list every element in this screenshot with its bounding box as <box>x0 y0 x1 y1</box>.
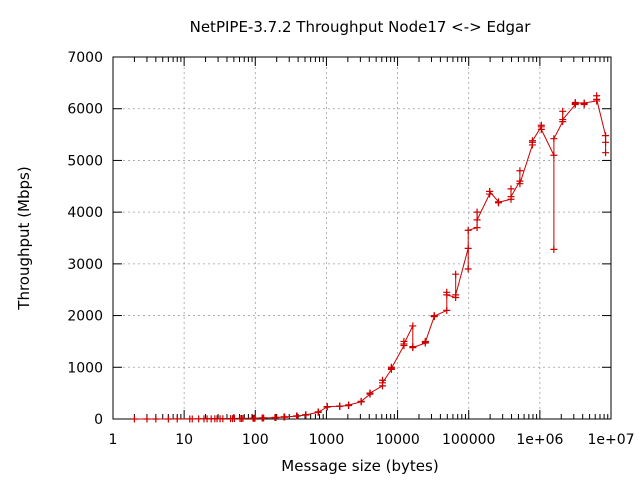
y-tick-label: 1000 <box>67 360 103 376</box>
data-point-marker <box>336 402 344 410</box>
data-point-marker <box>260 414 268 422</box>
data-point-marker <box>173 415 181 423</box>
data-point-marker <box>357 397 365 405</box>
data-point-marker <box>409 322 417 330</box>
data-point-marker <box>323 403 331 411</box>
data-point-marker <box>143 415 151 423</box>
data-point-marker <box>272 414 280 421</box>
data-point-marker <box>152 415 160 423</box>
data-point-marker <box>366 389 374 397</box>
data-point-marker <box>464 244 472 252</box>
data-point-marker <box>387 364 395 372</box>
x-tick-label: 1e+06 <box>516 432 563 448</box>
x-axis-tick-labels: 1 10 100 1000 10000 100000 1e+06 1e+07 <box>109 432 635 448</box>
chart-title: NetPIPE-3.7.2 Throughput Node17 <-> Edga… <box>190 18 532 36</box>
y-tick-label: 5000 <box>67 153 103 169</box>
data-point-marker <box>281 413 289 421</box>
data-point-marker <box>400 340 408 348</box>
data-point-marker <box>602 149 610 157</box>
data-point-marker <box>571 99 579 107</box>
axis-ticks <box>112 56 612 420</box>
data-point-marker <box>550 245 558 253</box>
data-point-marker <box>345 401 353 409</box>
series-throughput <box>130 92 610 423</box>
data-point-marker <box>251 414 259 422</box>
data-point-marker <box>452 270 460 278</box>
plot-area-border <box>112 56 612 420</box>
y-axis-tick-labels: 0 1000 2000 3000 4000 5000 6000 7000 <box>67 50 103 428</box>
data-point-marker <box>219 415 227 423</box>
data-point-marker <box>409 344 417 352</box>
data-point-marker <box>516 180 524 188</box>
data-point-marker <box>464 226 472 234</box>
y-tick-label: 0 <box>94 412 103 428</box>
x-tick-label: 10000 <box>375 432 420 448</box>
data-point-marker <box>559 107 567 115</box>
data-point-marker <box>293 412 301 420</box>
data-point-marker <box>443 291 451 299</box>
data-point-marker <box>602 132 610 140</box>
data-point-marker <box>464 265 472 273</box>
data-point-marker <box>452 291 460 299</box>
y-tick-label: 4000 <box>67 205 103 221</box>
data-point-marker <box>421 338 429 346</box>
x-tick-label: 100 <box>242 432 269 448</box>
data-point-marker <box>550 135 558 143</box>
data-point-marker <box>239 414 247 422</box>
y-tick-label: 2000 <box>67 309 103 325</box>
y-tick-label: 3000 <box>67 257 103 273</box>
x-axis-label: Message size (bytes) <box>281 457 438 475</box>
y-tick-label: 7000 <box>67 50 103 66</box>
y-tick-label: 6000 <box>67 102 103 118</box>
grid-lines <box>113 57 611 419</box>
data-point-marker <box>507 185 515 193</box>
data-point-marker <box>486 187 494 195</box>
data-point-marker <box>593 95 601 103</box>
data-point-marker <box>443 306 451 314</box>
data-point-marker <box>494 198 502 206</box>
data-point-marker <box>537 125 545 133</box>
data-point-marker <box>302 411 310 419</box>
data-point-marker <box>507 193 515 201</box>
data-point-marker <box>550 151 558 159</box>
x-tick-label: 100000 <box>442 432 495 448</box>
data-point-marker <box>528 137 536 145</box>
data-point-marker <box>314 408 322 416</box>
data-point-marker <box>188 415 196 423</box>
data-point-marker <box>602 138 610 146</box>
data-point-marker <box>164 415 172 423</box>
data-point-marker <box>559 116 567 124</box>
series-line <box>134 95 607 420</box>
data-point-marker <box>473 224 481 232</box>
x-tick-label: 1000 <box>309 432 345 448</box>
y-axis-label: Throughput (Mbps) <box>15 166 33 310</box>
data-point-marker <box>473 208 481 216</box>
data-point-marker <box>473 216 481 224</box>
data-point-marker <box>516 167 524 175</box>
x-tick-label: 10 <box>175 432 193 448</box>
data-point-marker <box>130 415 138 423</box>
data-point-marker <box>379 379 387 387</box>
x-tick-label: 1 <box>109 432 118 448</box>
data-point-marker <box>430 312 438 320</box>
x-tick-label: 1e+07 <box>587 432 634 448</box>
data-point-marker <box>580 99 588 107</box>
